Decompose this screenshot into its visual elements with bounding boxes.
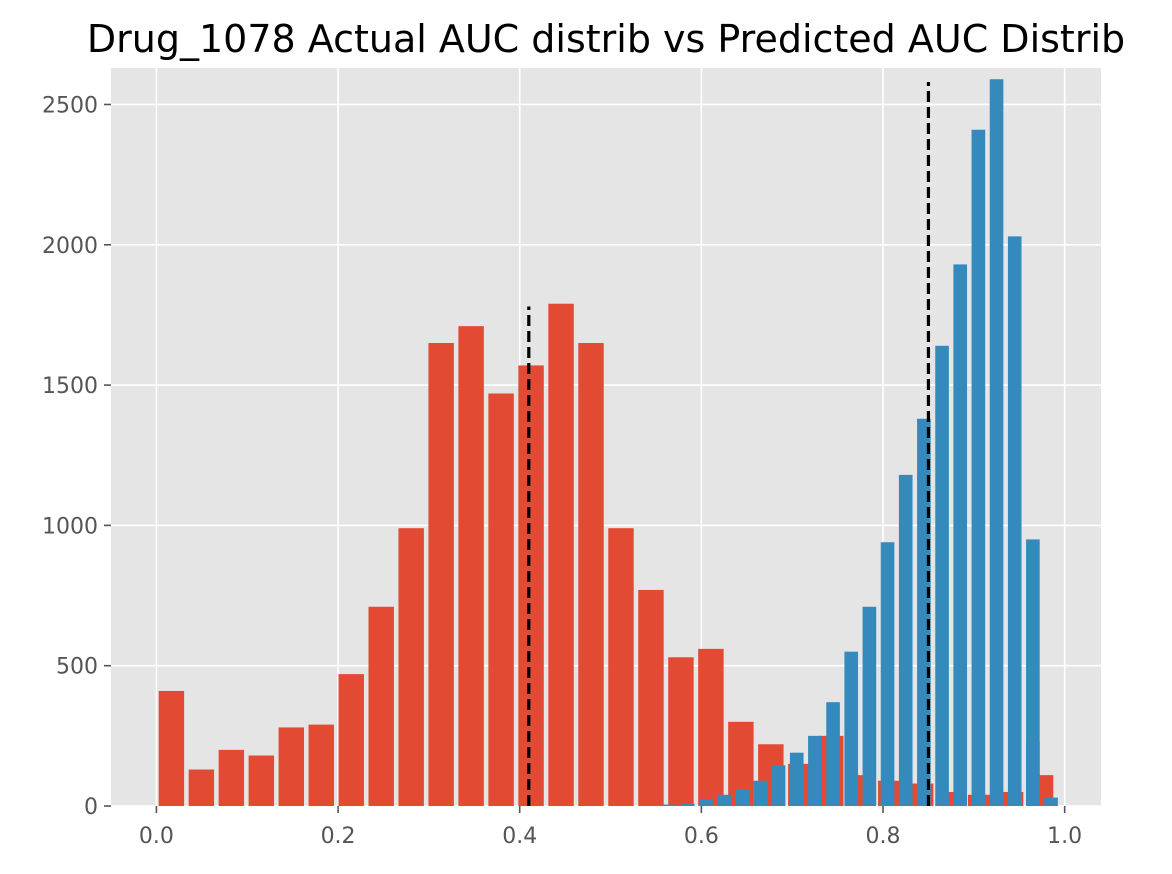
bars: [158, 79, 1058, 807]
histogram-bar: [458, 326, 484, 806]
x-tick-label: 1.0: [1047, 824, 1082, 849]
histogram-bar: [608, 528, 634, 806]
histogram-bar: [789, 752, 804, 806]
histogram-bar: [488, 393, 514, 806]
histogram-bar: [808, 735, 822, 806]
histogram-bar: [953, 264, 968, 806]
histogram-bar: [248, 755, 275, 806]
histogram-bar: [880, 542, 895, 806]
x-tick-label: 0.0: [139, 824, 174, 849]
histogram-bar: [971, 129, 986, 807]
y-tick-label: 0: [84, 795, 98, 820]
histogram-bar: [680, 803, 695, 806]
x-tick-label: 0.2: [321, 824, 356, 849]
histogram-bar: [698, 648, 724, 806]
histogram-bar: [638, 589, 664, 806]
histogram-bar: [368, 606, 394, 806]
histogram-bar: [278, 727, 305, 806]
y-tick-label: 1500: [42, 374, 98, 399]
histogram-bar: [398, 528, 424, 806]
histogram-bar: [548, 303, 574, 806]
histogram-bar: [662, 804, 677, 806]
histogram-bar: [717, 794, 731, 806]
histogram-bar: [518, 365, 544, 806]
histogram-bar: [862, 606, 877, 806]
histogram-bar: [699, 798, 713, 806]
histogram-bar: [1026, 539, 1040, 806]
y-tick-label: 2000: [42, 234, 98, 259]
x-tick-label: 0.8: [866, 824, 901, 849]
histogram-bar: [668, 657, 694, 806]
histogram-bar: [1007, 236, 1022, 807]
histogram-bar: [1026, 741, 1040, 806]
y-tick-label: 1000: [42, 514, 98, 539]
histogram-bar: [188, 769, 215, 806]
histogram-bar: [158, 690, 185, 806]
histogram-bar: [844, 651, 859, 806]
histogram-bar: [989, 79, 1004, 806]
plot-background: [111, 68, 1101, 806]
histogram-bar: [753, 780, 768, 806]
chart-title: Drug_1078 Actual AUC distrib vs Predicte…: [87, 17, 1125, 61]
histogram-bar: [308, 724, 334, 806]
histogram-bar: [935, 345, 949, 806]
y-axis-ticks: 0 500 1000 1500 2000 2500: [42, 93, 111, 820]
histogram-bar: [898, 474, 913, 806]
x-axis-ticks: 0.0 0.2 0.4 0.6 0.8 1.0: [139, 806, 1082, 849]
histogram-bar: [771, 765, 786, 806]
y-tick-label: 500: [56, 655, 98, 680]
reference-lines: [527, 82, 931, 806]
histogram-bar: [428, 342, 454, 806]
histogram-bar: [735, 789, 750, 806]
histogram-bar: [1044, 797, 1058, 806]
histogram-bar: [578, 342, 604, 806]
y-tick-label: 2500: [42, 93, 98, 118]
histogram-bar: [338, 674, 364, 806]
x-tick-label: 0.4: [502, 824, 537, 849]
histogram-bar: [826, 702, 840, 806]
x-tick-label: 0.6: [684, 824, 719, 849]
histogram-bar: [218, 749, 245, 806]
